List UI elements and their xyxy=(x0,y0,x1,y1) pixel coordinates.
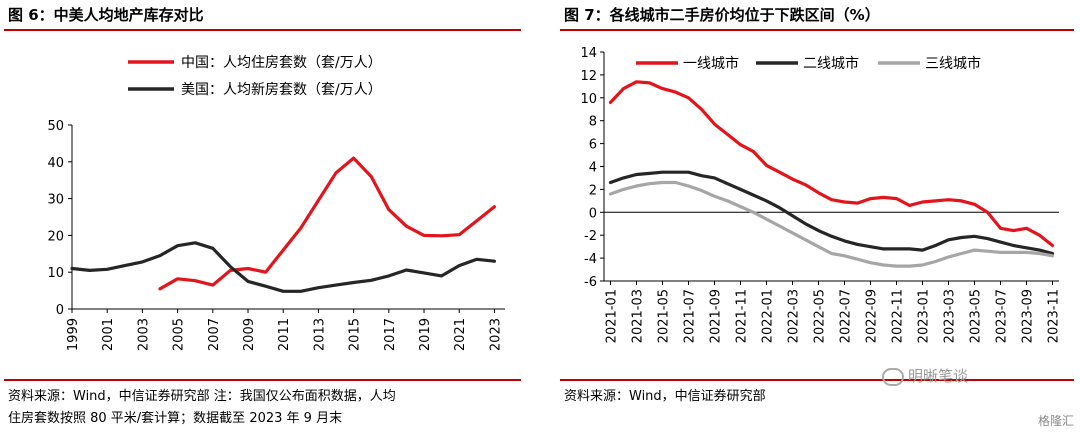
right-y-tick-label: 0 xyxy=(589,206,597,221)
left-x-tick-label: 2017 xyxy=(383,318,398,351)
watermark-text: 明晰笔谈 xyxy=(908,367,969,385)
left-y-tick-label: 20 xyxy=(47,229,64,244)
right-y-tick-label: 2 xyxy=(589,183,597,198)
left-y-tick-label: 40 xyxy=(47,156,64,171)
right-series-line-2 xyxy=(608,170,1055,256)
left-x-tick-label: 2021 xyxy=(453,318,468,351)
right-title-rule xyxy=(560,29,1074,31)
right-x-tick-label: 2021-07 xyxy=(683,289,698,343)
left-x-tick-label: 2003 xyxy=(136,318,151,351)
left-source-note: 资料来源：Wind，中信证券研究部 注：我国仅公布面积数据，人均 住房套数按照 … xyxy=(8,386,396,430)
right-legend-label-1: 一线城市 xyxy=(683,55,739,72)
right-y-tick-label: 12 xyxy=(580,69,597,84)
right-y-tick-label: -2 xyxy=(584,229,597,244)
right-line-chart: -6 -4 -2 0 2 4 6 8 10 12 14 2021-01 2021-03 2021-05 20… xyxy=(580,46,1062,343)
left-series-line-2 xyxy=(70,241,496,293)
right-y-tick-label: 4 xyxy=(589,161,597,176)
left-x-tick-label: 2007 xyxy=(207,318,222,351)
right-series-line-1 xyxy=(608,80,1055,248)
right-source-note: 资料来源：Wind，中信证券研究部 xyxy=(564,389,766,404)
wechat-icon xyxy=(882,367,904,386)
left-legend-label-1: 中国：人均住房套数（套/万人） xyxy=(181,55,382,71)
right-x-tick-label: 2022-05 xyxy=(813,289,828,343)
right-x-tick-label: 2021-09 xyxy=(709,289,724,343)
watermark: 明晰笔谈 xyxy=(882,365,968,386)
right-x-tick-label: 2022-11 xyxy=(891,289,906,343)
left-line-chart: 0 10 20 30 40 50 1999 2001 2003 2005 2007 2009 2011 2… xyxy=(47,55,505,351)
right-series-line-3 xyxy=(608,180,1055,268)
left-figure-title: 图 6：中美人均地产库存对比 xyxy=(8,6,204,24)
left-x-tick-label: 2015 xyxy=(348,318,363,351)
right-y-tick-label: 8 xyxy=(589,115,597,130)
left-x-tick-label: 2011 xyxy=(277,318,292,351)
source-badge: 格隆汇 xyxy=(1037,414,1074,428)
right-legend-label-2: 二线城市 xyxy=(803,55,859,72)
left-y-tick-label: 10 xyxy=(47,266,64,281)
right-x-tick-label: 2021-11 xyxy=(735,289,750,343)
left-title-rule xyxy=(4,29,521,31)
left-y-tick-label: 50 xyxy=(47,119,64,134)
left-x-tick-label: 2013 xyxy=(312,318,327,351)
right-y-tick-label: -6 xyxy=(584,275,597,290)
left-y-tick-label: 30 xyxy=(47,193,64,208)
left-x-tick-label: 2019 xyxy=(418,318,433,351)
left-source-line-1: 资料来源：Wind，中信证券研究部 注：我国仅公布面积数据，人均 xyxy=(8,389,396,404)
right-x-tick-label: 2023-07 xyxy=(995,289,1010,343)
left-source-rule xyxy=(4,379,521,381)
right-x-tick-label: 2023-03 xyxy=(943,289,958,343)
right-y-tick-label: 14 xyxy=(580,46,597,61)
right-x-tick-label: 2021-01 xyxy=(605,289,620,343)
left-legend-label-2: 美国：人均新房套数（套/万人） xyxy=(181,82,382,98)
left-x-tick-label: 2009 xyxy=(242,318,257,351)
right-x-tick-label: 2022-09 xyxy=(865,289,880,343)
right-x-tick-label: 2021-05 xyxy=(657,289,672,343)
left-y-tick-label: 0 xyxy=(56,303,64,318)
right-x-tick-label: 2023-01 xyxy=(917,289,932,343)
right-x-tick-label: 2021-03 xyxy=(631,289,646,343)
left-source-line-2: 住房套数按照 80 平米/套计算；数据截至 2023 年 9 月末 xyxy=(8,411,343,426)
right-x-tick-label: 2022-03 xyxy=(787,289,802,343)
right-source-rule xyxy=(560,379,1074,381)
right-x-tick-label: 2023-05 xyxy=(969,289,984,343)
right-x-tick-label: 2022-07 xyxy=(839,289,854,343)
right-figure-title: 图 7：各线城市二手房价均位于下跌区间（%） xyxy=(564,6,880,24)
left-figure-panel: 图 6：中美人均地产库存对比 0 10 20 30 40 50 1999 2001 2003 20… xyxy=(0,0,527,433)
left-x-tick-label: 2023 xyxy=(488,318,503,351)
right-y-tick-label: -4 xyxy=(584,252,597,267)
right-y-tick-label: 6 xyxy=(589,138,597,153)
left-x-tick-label: 1999 xyxy=(66,318,81,351)
right-legend-label-3: 三线城市 xyxy=(925,55,981,72)
left-x-tick-label: 2001 xyxy=(101,318,116,351)
right-x-tick-label: 2022-01 xyxy=(761,289,776,343)
right-x-tick-label: 2023-09 xyxy=(1021,289,1036,343)
right-x-tick-label: 2023-11 xyxy=(1047,289,1062,343)
left-series-line-1 xyxy=(158,156,496,291)
right-y-tick-label: 10 xyxy=(580,92,597,107)
right-figure-panel: 图 7：各线城市二手房价均位于下跌区间（%） -6 -4 -2 0 2 4 6 8 10 12 14… xyxy=(556,0,1080,433)
left-x-tick-label: 2005 xyxy=(172,318,187,351)
